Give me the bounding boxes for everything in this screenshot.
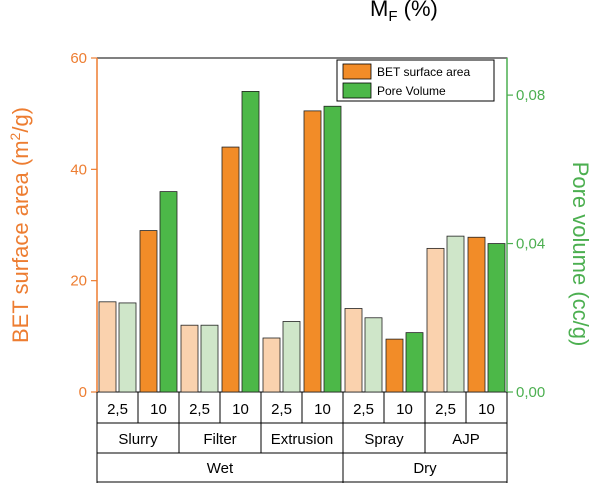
legend-swatch-bet	[342, 63, 372, 80]
bar-pore-1	[118, 302, 137, 393]
group-label: Slurry	[118, 431, 158, 448]
y-left-tick-label: 60	[70, 50, 87, 67]
x-tick-label: 10	[396, 401, 413, 418]
top-title-main: M	[370, 0, 388, 21]
bar-bet-2	[139, 230, 158, 393]
y-left-tick-label: 20	[70, 273, 87, 290]
bar-pore-10	[487, 243, 506, 393]
bars	[98, 91, 506, 393]
y-right-tick-label: 0,04	[516, 236, 545, 253]
legend: BET surface area Pore Volume	[336, 59, 495, 102]
bar-bet-4	[221, 146, 240, 393]
y-axis-left-label: BET surface area (m2/g)	[7, 107, 33, 343]
top-title: MF (%)	[370, 0, 438, 25]
y-axis-right-label: Pore volume (cc/g)	[568, 162, 593, 347]
bar-bet-3	[180, 324, 199, 393]
legend-label-pore: Pore Volume	[377, 84, 446, 98]
y-axis-right-ticks: 0,00 0,04 0,08	[507, 87, 545, 401]
y-axis-left-label-post: /g)	[8, 107, 33, 133]
group-label: Extrusion	[271, 431, 334, 448]
y-axis-left-label-pre: BET surface area (m	[8, 140, 33, 343]
supergroup-label: Dry	[413, 460, 437, 477]
bar-bet-10	[467, 236, 486, 393]
supergroup-label: Wet	[207, 460, 234, 477]
bar-pore-6	[323, 105, 342, 393]
x-tick-label: 10	[150, 401, 167, 418]
x-tick-label: 10	[232, 401, 249, 418]
x-tick-label: 2,5	[435, 401, 456, 418]
bar-pore-7	[364, 317, 383, 393]
top-title-rest: (%)	[398, 0, 438, 21]
bar-pore-5	[282, 321, 301, 393]
x-tick-label: 2,5	[271, 401, 292, 418]
bar-bet-5	[262, 337, 281, 393]
y-left-tick-label: 0	[79, 384, 87, 401]
y-axis-left-ticks: 0 20 40 60	[70, 50, 97, 401]
bar-bet-7	[344, 308, 363, 393]
legend-label-bet: BET surface area	[377, 65, 470, 79]
x-tick-label: 2,5	[189, 401, 210, 418]
bar-bet-8	[385, 338, 404, 393]
bar-pore-3	[200, 324, 219, 393]
x-tick-label: 2,5	[107, 401, 128, 418]
y-right-tick-label: 0,08	[516, 87, 545, 104]
bar-bet-9	[426, 247, 445, 393]
y-axis-left-label-sup: 2	[7, 132, 23, 140]
bar-bet-6	[303, 110, 322, 393]
plot-frame	[96, 57, 508, 393]
y-left-tick-label: 40	[70, 161, 87, 178]
bar-pore-2	[159, 191, 178, 393]
x-tick-label: 10	[314, 401, 331, 418]
x-tick-label: 2,5	[353, 401, 374, 418]
y-right-tick-label: 0,00	[516, 384, 545, 401]
top-title-sub: F	[388, 8, 397, 25]
group-label: Filter	[203, 431, 236, 448]
bar-pore-9	[446, 235, 465, 393]
x-tick-label: 10	[478, 401, 495, 418]
group-label: Spray	[364, 431, 404, 448]
bar-pore-8	[405, 332, 424, 393]
category-table: 2,5 10 2,5 10 2,5 10 2,5 10 2,5 10 Slurry Filter Ext…	[96, 392, 508, 483]
bar-bet-1	[98, 301, 117, 393]
group-label: AJP	[452, 431, 480, 448]
legend-swatch-pore	[342, 82, 372, 99]
bar-pore-4	[241, 91, 260, 393]
